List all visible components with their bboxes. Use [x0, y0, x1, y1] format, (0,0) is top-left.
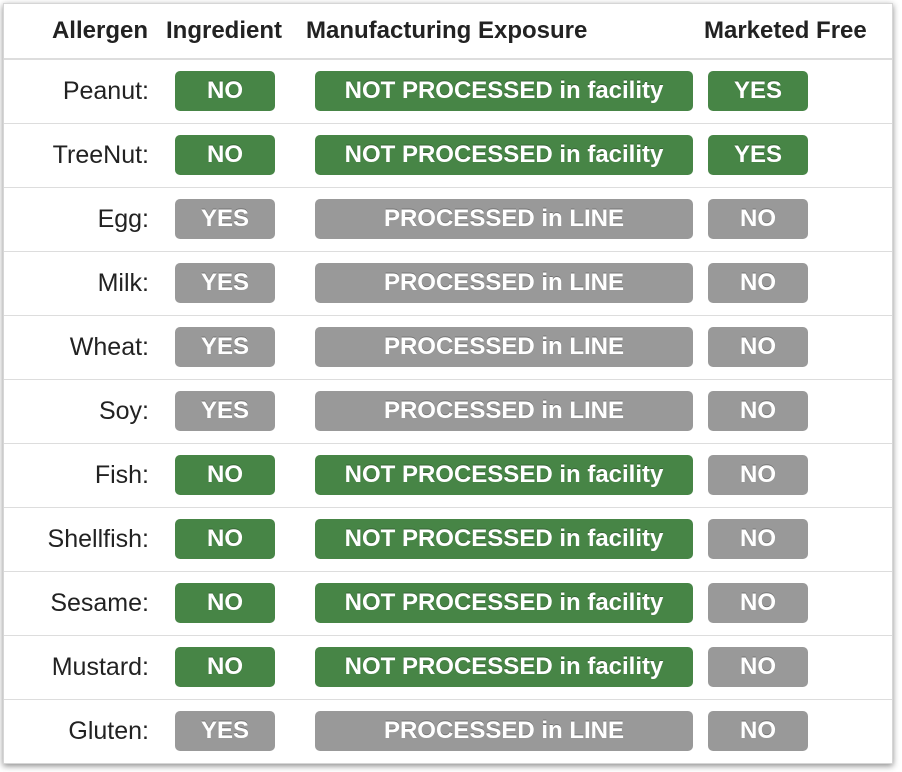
ingredient-cell: NO	[158, 123, 298, 187]
exposure-badge: NOT PROCESSED in facility	[315, 519, 693, 559]
marketed-free-cell: NO	[696, 443, 892, 507]
ingredient-cell: NO	[158, 507, 298, 571]
ingredient-badge: NO	[175, 647, 275, 687]
exposure-cell: NOT PROCESSED in facility	[298, 635, 696, 699]
ingredient-badge: YES	[175, 263, 275, 303]
exposure-badge: NOT PROCESSED in facility	[315, 135, 693, 175]
marketed-free-cell: NO	[696, 699, 892, 763]
allergen-name: Egg:	[97, 204, 149, 233]
table-row: Mustard: NO NOT PROCESSED in facility NO	[4, 635, 892, 699]
allergen-name: Shellfish:	[47, 524, 149, 553]
table-row: Wheat: YES PROCESSED in LINE NO	[4, 315, 892, 379]
table-row: Peanut: NO NOT PROCESSED in facility YES	[4, 59, 892, 123]
ingredient-cell: YES	[158, 379, 298, 443]
ingredient-cell: YES	[158, 315, 298, 379]
allergen-name: Soy:	[98, 396, 149, 425]
marketed-free-cell: NO	[696, 507, 892, 571]
exposure-badge: PROCESSED in LINE	[315, 199, 693, 239]
exposure-badge: PROCESSED in LINE	[315, 391, 693, 431]
allergen-name: Wheat:	[69, 332, 149, 361]
marketed-free-cell: NO	[696, 379, 892, 443]
marketed-free-badge: YES	[708, 135, 808, 175]
exposure-cell: PROCESSED in LINE	[298, 315, 696, 379]
ingredient-badge: NO	[175, 71, 275, 112]
column-header-ingredient: Ingredient	[166, 17, 283, 44]
exposure-cell: PROCESSED in LINE	[298, 699, 696, 763]
marketed-free-badge: NO	[708, 583, 808, 623]
ingredient-cell: YES	[158, 699, 298, 763]
exposure-badge: PROCESSED in LINE	[315, 263, 693, 303]
marketed-free-badge: NO	[708, 263, 808, 303]
marketed-free-badge: NO	[708, 519, 808, 559]
marketed-free-badge: NO	[708, 647, 808, 687]
ingredient-cell: YES	[158, 251, 298, 315]
column-header-free: Marketed Free	[704, 17, 867, 44]
table-row: Gluten: YES PROCESSED in LINE NO	[4, 699, 892, 763]
ingredient-cell: YES	[158, 187, 298, 251]
allergen-panel: Allergen Ingredient Manufacturing Exposu…	[3, 3, 893, 764]
allergen-name: Sesame:	[50, 588, 149, 617]
exposure-cell: NOT PROCESSED in facility	[298, 443, 696, 507]
ingredient-cell: NO	[158, 443, 298, 507]
marketed-free-cell: NO	[696, 187, 892, 251]
ingredient-badge: NO	[175, 583, 275, 623]
marketed-free-cell: YES	[696, 123, 892, 187]
exposure-badge: NOT PROCESSED in facility	[315, 455, 693, 495]
marketed-free-badge: YES	[708, 71, 808, 112]
column-header-allergen: Allergen	[51, 17, 148, 44]
ingredient-badge: NO	[175, 455, 275, 495]
marketed-free-cell: NO	[696, 251, 892, 315]
allergen-name: Milk:	[97, 268, 149, 297]
allergen-name: TreeNut:	[52, 140, 149, 169]
exposure-cell: NOT PROCESSED in facility	[298, 59, 696, 123]
allergen-name: Fish:	[94, 460, 149, 489]
marketed-free-cell: NO	[696, 635, 892, 699]
exposure-badge: NOT PROCESSED in facility	[315, 583, 693, 623]
exposure-cell: PROCESSED in LINE	[298, 251, 696, 315]
marketed-free-badge: NO	[708, 711, 808, 752]
table-row: Milk: YES PROCESSED in LINE NO	[4, 251, 892, 315]
ingredient-badge: YES	[175, 391, 275, 431]
exposure-badge: NOT PROCESSED in facility	[315, 71, 693, 112]
table-row: Sesame: NO NOT PROCESSED in facility NO	[4, 571, 892, 635]
ingredient-badge: NO	[175, 135, 275, 175]
marketed-free-badge: NO	[708, 455, 808, 495]
ingredient-cell: NO	[158, 571, 298, 635]
marketed-free-cell: YES	[696, 59, 892, 123]
table-row: TreeNut: NO NOT PROCESSED in facility YES	[4, 123, 892, 187]
marketed-free-badge: NO	[708, 391, 808, 431]
table-row: Shellfish: NO NOT PROCESSED in facility NO	[4, 507, 892, 571]
allergen-name: Mustard:	[51, 652, 149, 681]
table-header-row: Allergen Ingredient Manufacturing Exposu…	[4, 4, 892, 59]
exposure-cell: PROCESSED in LINE	[298, 379, 696, 443]
allergen-name: Gluten:	[68, 716, 149, 745]
marketed-free-badge: NO	[708, 199, 808, 239]
allergen-name: Peanut:	[62, 76, 149, 105]
ingredient-cell: NO	[158, 59, 298, 123]
column-header-exposure: Manufacturing Exposure	[306, 17, 588, 44]
marketed-free-cell: NO	[696, 571, 892, 635]
ingredient-badge: YES	[175, 327, 275, 367]
exposure-cell: NOT PROCESSED in facility	[298, 123, 696, 187]
marketed-free-badge: NO	[708, 327, 808, 367]
exposure-badge: PROCESSED in LINE	[315, 711, 693, 752]
table-row: Egg: YES PROCESSED in LINE NO	[4, 187, 892, 251]
ingredient-badge: YES	[175, 199, 275, 239]
table-body: Peanut: NO NOT PROCESSED in facility YES Tre…	[4, 59, 892, 763]
exposure-cell: NOT PROCESSED in facility	[298, 571, 696, 635]
ingredient-badge: NO	[175, 519, 275, 559]
ingredient-cell: NO	[158, 635, 298, 699]
marketed-free-cell: NO	[696, 315, 892, 379]
exposure-cell: NOT PROCESSED in facility	[298, 507, 696, 571]
table-row: Fish: NO NOT PROCESSED in facility NO	[4, 443, 892, 507]
exposure-badge: PROCESSED in LINE	[315, 327, 693, 367]
allergen-table: Allergen Ingredient Manufacturing Exposu…	[4, 4, 892, 763]
table-row: Soy: YES PROCESSED in LINE NO	[4, 379, 892, 443]
exposure-cell: PROCESSED in LINE	[298, 187, 696, 251]
ingredient-badge: YES	[175, 711, 275, 752]
exposure-badge: NOT PROCESSED in facility	[315, 647, 693, 687]
